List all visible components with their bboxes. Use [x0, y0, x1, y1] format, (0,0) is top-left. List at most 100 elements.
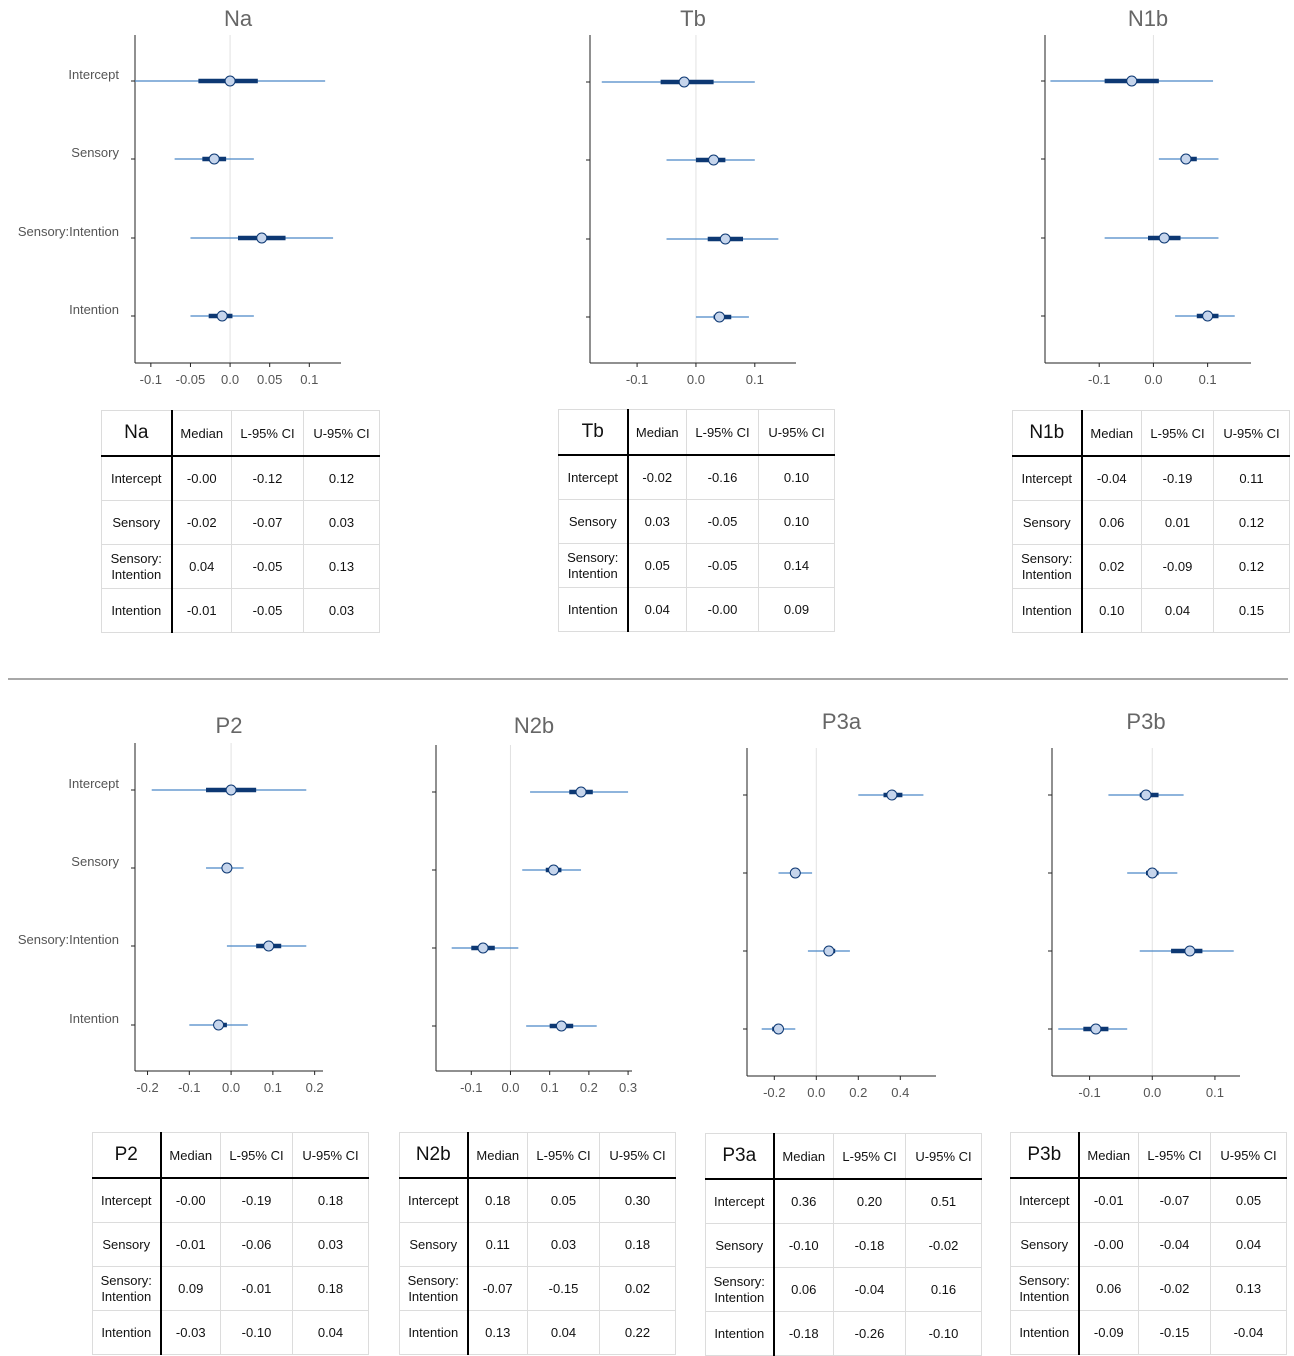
x-tick-label-p3b: 0.1: [1206, 1085, 1224, 1100]
row-label-line: Intention: [111, 602, 162, 618]
col-header-upper: U-95% CI: [1213, 410, 1290, 457]
median-point-n2b-intention: [555, 1020, 567, 1032]
panel-n1b: N1b -0.1 0.0 0.1: [1041, 6, 1251, 387]
row-label-line: Sensory: [112, 514, 161, 530]
cell-upper: 0.12: [1213, 500, 1290, 545]
row-label: Sensory: [92, 1222, 162, 1267]
median-point-n2b-sensory: [548, 864, 560, 876]
row-label: Intercept: [558, 454, 629, 500]
table-row: Sensory 0.11 0.03 0.18: [399, 1222, 676, 1267]
row-label-line: Intention: [408, 1288, 459, 1304]
cell-upper: 0.30: [599, 1177, 676, 1223]
table-row: Intercept 0.18 0.05 0.30: [399, 1177, 676, 1223]
cell-median: 0.10: [1081, 588, 1142, 633]
cell-upper: 0.13: [303, 544, 380, 589]
row-label: Intercept: [1012, 455, 1083, 501]
cell-lower: -0.05: [686, 499, 759, 544]
col-header-upper: U-95% CI: [599, 1132, 676, 1179]
median-point-p3b-intercept: [1140, 789, 1152, 801]
y-tick-label-intention: Intention: [69, 1011, 119, 1026]
median-point-n2b-sensory-intention: [477, 942, 489, 954]
x-tick-label-p2: -0.2: [136, 1080, 158, 1095]
col-header-median: Median: [1081, 410, 1142, 457]
row-label-line: Sensory: [1022, 514, 1071, 530]
x-tick-label-p3b: -0.1: [1078, 1085, 1100, 1100]
cell-median: -0.00: [160, 1177, 221, 1223]
table-n1b: N1b Median L-95% CI U-95% CI Intercept -0.04-…: [1012, 410, 1290, 633]
row-label: Sensory: [1010, 1222, 1080, 1267]
table-row: Intercept 0.36 0.20 0.51: [705, 1178, 982, 1224]
table-row: Sensory 0.06 0.01 0.12: [1012, 500, 1290, 545]
table-row: Intention 0.13 0.04 0.22: [399, 1310, 676, 1355]
table-title: P3b: [1010, 1132, 1080, 1179]
cell-lower: 0.05: [527, 1177, 600, 1223]
row-label: Sensory: Intention: [92, 1266, 162, 1311]
row-label: Sensory: Intention: [1010, 1266, 1080, 1311]
row-label-line: Intention: [111, 566, 162, 582]
col-header-upper: U-95% CI: [303, 410, 380, 457]
table-title: P2: [92, 1132, 162, 1179]
cell-upper: 0.10: [758, 499, 835, 544]
row-label-line: Intercept: [567, 469, 619, 485]
cell-median: -0.09: [1078, 1310, 1139, 1355]
median-point-na-intercept: [224, 75, 236, 87]
table-row: Sensory: Intention 0.09 -0.01 0.18: [92, 1266, 369, 1311]
cell-lower: -0.02: [1138, 1266, 1211, 1311]
table-row: Sensory: Intention 0.06 -0.04 0.16: [705, 1267, 982, 1312]
row-label: Sensory: Intention: [399, 1266, 469, 1311]
median-point-p3b-sensory: [1146, 867, 1158, 879]
table-p2: P2 Median L-95% CI U-95% CI Intercept -0.00 -0…: [92, 1132, 369, 1355]
x-tick-label-n1b: 0.0: [1144, 372, 1162, 387]
row-label: Intercept: [705, 1178, 775, 1224]
cell-median: -0.07: [467, 1266, 528, 1311]
cell-upper: 0.18: [599, 1222, 676, 1267]
row-label-line: Intercept: [407, 1192, 459, 1208]
cell-median: 0.09: [160, 1266, 221, 1311]
x-tick-label-p2: 0.0: [222, 1080, 240, 1095]
col-header-lower: L-95% CI: [686, 409, 759, 456]
cell-median: -0.01: [171, 588, 232, 633]
cell-upper: 0.02: [599, 1266, 676, 1311]
table-row: Intention 0.10 0.04 0.15: [1012, 588, 1290, 633]
cell-upper: -0.10: [905, 1311, 982, 1356]
median-point-p3a-intention: [773, 1023, 784, 1035]
table-row: Intercept -0.04 -0.19 0.11: [1012, 455, 1290, 501]
row-label-line: Intention: [1021, 602, 1072, 618]
table-title: N1b: [1012, 410, 1083, 457]
median-point-p3b-intention: [1090, 1023, 1102, 1035]
median-point-n1b-intercept: [1126, 75, 1138, 87]
panel-title-p3a: P3a: [822, 709, 862, 734]
cell-upper: 0.16: [905, 1267, 982, 1312]
cell-median: 0.05: [627, 543, 687, 588]
panel-n2b: N2b -0.1 0.0 0.1 0.2 0.3: [432, 713, 637, 1095]
row-label-line: Intention: [1019, 1324, 1070, 1340]
panel-title-na: Na: [224, 6, 253, 31]
cell-upper: 0.18: [292, 1177, 369, 1223]
panel-p3a: P3a -0.2 0.0 0.2 0.4: [743, 709, 936, 1100]
table-row: Intention -0.03 -0.10 0.04: [92, 1310, 369, 1355]
row-label-line: Intercept: [1018, 1192, 1070, 1208]
median-point-p2-sensory-intention: [263, 940, 275, 952]
cell-median: 0.04: [627, 587, 687, 632]
cell-median: 0.02: [1081, 544, 1142, 589]
row-label: Intercept: [101, 455, 173, 501]
table-row: Intercept -0.01 -0.07 0.05: [1010, 1177, 1287, 1223]
median-point-tb-intercept: [678, 76, 690, 88]
row-label-line: Sensory:: [1018, 1272, 1070, 1288]
cell-upper: 0.03: [303, 500, 380, 545]
x-tick-label-n1b: 0.1: [1199, 372, 1217, 387]
row-label-line: Intention: [101, 1288, 152, 1304]
cell-median: -0.03: [160, 1310, 221, 1355]
col-header-median: Median: [773, 1133, 834, 1180]
cell-upper: 0.15: [1213, 588, 1290, 633]
table-title: Tb: [558, 409, 629, 456]
col-header-upper: U-95% CI: [905, 1133, 982, 1180]
row-label: Sensory: [101, 500, 173, 545]
cell-upper: 0.13: [1210, 1266, 1287, 1311]
table-row: Sensory 0.03 -0.05 0.10: [558, 499, 835, 544]
cell-upper: 0.10: [758, 454, 835, 500]
cell-median: -0.01: [1078, 1177, 1139, 1223]
median-point-p2-sensory: [221, 862, 233, 874]
row-label: Sensory: [1012, 500, 1083, 545]
cell-lower: -0.26: [833, 1311, 906, 1356]
